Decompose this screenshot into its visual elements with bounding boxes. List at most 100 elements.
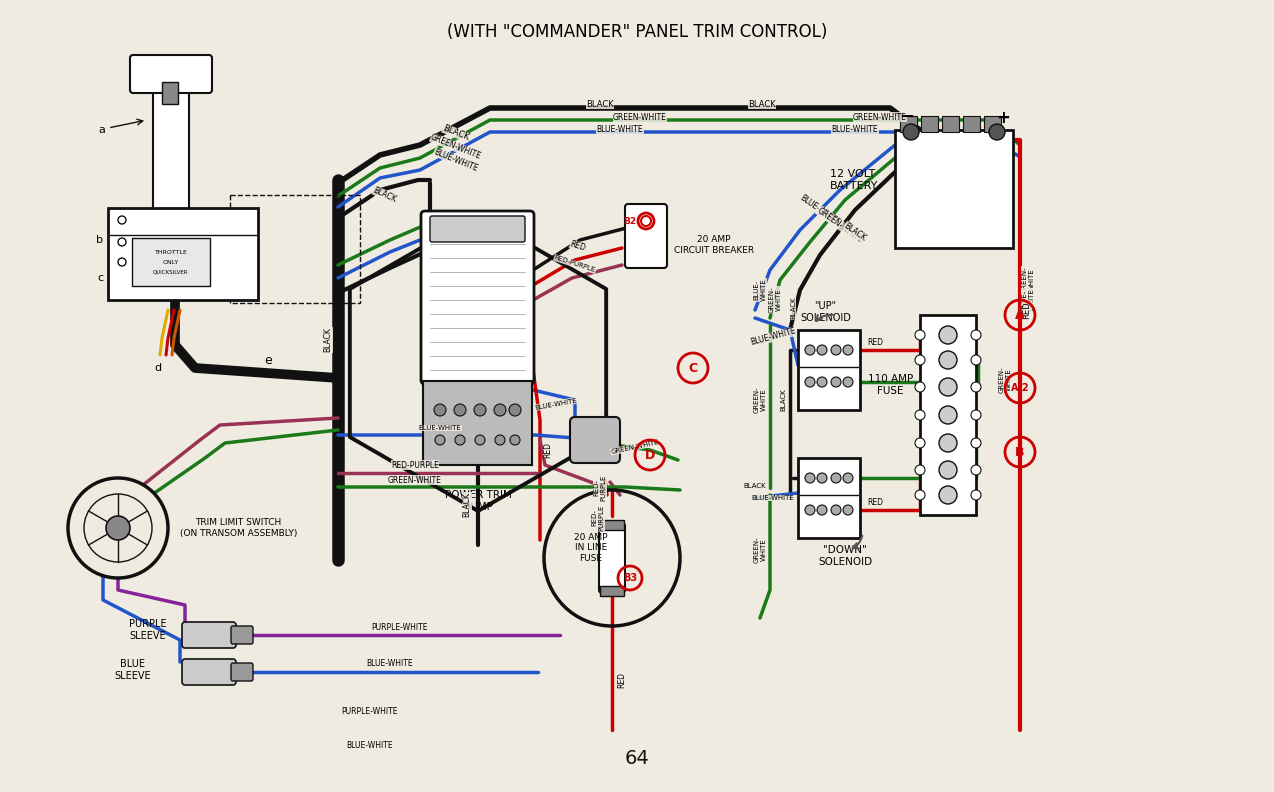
Circle shape <box>843 473 854 483</box>
Circle shape <box>971 330 981 340</box>
Circle shape <box>510 404 521 416</box>
Text: BLUE-WHITE: BLUE-WHITE <box>534 398 577 411</box>
Bar <box>600 520 624 530</box>
Circle shape <box>971 382 981 392</box>
Circle shape <box>831 345 841 355</box>
Text: RED: RED <box>618 672 627 688</box>
Text: QUICKSILVER: QUICKSILVER <box>153 269 189 275</box>
Text: B2: B2 <box>623 216 637 226</box>
Bar <box>896 130 1013 248</box>
Circle shape <box>510 435 520 445</box>
Circle shape <box>915 330 925 340</box>
Text: BLACK: BLACK <box>780 389 786 411</box>
Text: A: A <box>1015 309 1024 322</box>
Circle shape <box>118 238 126 246</box>
Text: +: + <box>996 109 1010 127</box>
Circle shape <box>843 377 854 387</box>
Text: RED-
PURPLE: RED- PURPLE <box>591 505 604 531</box>
Circle shape <box>118 216 126 224</box>
Circle shape <box>496 435 505 445</box>
Bar <box>132 238 210 286</box>
Circle shape <box>817 377 827 387</box>
Text: RED: RED <box>569 239 587 253</box>
Bar <box>798 330 860 410</box>
Bar <box>963 116 980 132</box>
Circle shape <box>475 435 485 445</box>
Circle shape <box>939 326 957 344</box>
Circle shape <box>843 345 854 355</box>
Text: BLUE-
WHITE: BLUE- WHITE <box>753 279 767 302</box>
FancyBboxPatch shape <box>182 659 236 685</box>
Text: BLACK: BLACK <box>842 221 868 243</box>
Text: BLACK: BLACK <box>372 185 399 204</box>
Text: BLACK: BLACK <box>748 100 776 109</box>
Circle shape <box>831 473 841 483</box>
Text: BLACK: BLACK <box>324 328 333 352</box>
Text: GREEN-WHITE: GREEN-WHITE <box>613 112 666 121</box>
Text: GREEN-WHITE: GREEN-WHITE <box>815 206 865 244</box>
FancyBboxPatch shape <box>569 417 620 463</box>
Text: PURPLE-WHITE: PURPLE-WHITE <box>372 623 428 631</box>
Bar <box>899 116 917 132</box>
Circle shape <box>915 355 925 365</box>
Text: BLUE-WHITE: BLUE-WHITE <box>367 660 413 668</box>
Text: RED: RED <box>868 337 883 347</box>
Text: RED: RED <box>544 442 553 458</box>
Circle shape <box>903 124 919 140</box>
Text: 20 AMP
IN LINE
FUSE: 20 AMP IN LINE FUSE <box>575 533 608 563</box>
Text: BLUE-WHITE: BLUE-WHITE <box>596 124 643 134</box>
Text: BLUE-WHITE: BLUE-WHITE <box>799 193 842 227</box>
Text: GREEN-WHITE: GREEN-WHITE <box>429 133 483 162</box>
Text: GREEN-
WHITE: GREEN- WHITE <box>999 367 1012 394</box>
Text: RED: RED <box>868 497 883 507</box>
Bar <box>921 116 938 132</box>
Text: BLUE-WHITE: BLUE-WHITE <box>419 425 461 431</box>
FancyBboxPatch shape <box>423 381 533 465</box>
Text: BLACK: BLACK <box>586 100 614 109</box>
Text: GREEN-
WHITE: GREEN- WHITE <box>753 537 767 563</box>
Circle shape <box>831 377 841 387</box>
Circle shape <box>915 438 925 448</box>
Text: b: b <box>97 235 103 245</box>
Circle shape <box>474 404 485 416</box>
FancyBboxPatch shape <box>130 55 211 93</box>
Text: ONLY: ONLY <box>163 260 180 265</box>
Text: PURPLE-WHITE: PURPLE-WHITE <box>341 707 399 717</box>
Text: GREEN-WHITE: GREEN-WHITE <box>389 475 442 485</box>
Circle shape <box>915 465 925 475</box>
Circle shape <box>939 378 957 396</box>
Circle shape <box>817 473 827 483</box>
Text: PURPLE
SLEEVE: PURPLE SLEEVE <box>129 619 167 641</box>
Circle shape <box>805 377 815 387</box>
Circle shape <box>843 505 854 515</box>
FancyBboxPatch shape <box>182 622 236 648</box>
Text: BLACK: BLACK <box>744 483 767 489</box>
Text: A 2: A 2 <box>1012 383 1029 393</box>
Text: GREEN-
WHITE: GREEN- WHITE <box>768 287 781 314</box>
Circle shape <box>454 404 466 416</box>
Text: "UP"
SOLENOID: "UP" SOLENOID <box>800 301 851 323</box>
Circle shape <box>971 410 981 420</box>
Circle shape <box>831 505 841 515</box>
Circle shape <box>494 404 506 416</box>
Text: "DOWN"
SOLENOID: "DOWN" SOLENOID <box>818 545 873 567</box>
Text: BLUE-WHITE: BLUE-WHITE <box>347 741 394 749</box>
Circle shape <box>455 435 465 445</box>
Circle shape <box>971 465 981 475</box>
Text: C: C <box>688 361 698 375</box>
FancyBboxPatch shape <box>431 216 525 242</box>
Text: D: D <box>645 448 655 462</box>
Text: BLACK: BLACK <box>442 124 470 143</box>
Text: 20 AMP
CIRCUIT BREAKER: 20 AMP CIRCUIT BREAKER <box>674 235 754 255</box>
Text: RED-PURPLE: RED-PURPLE <box>553 254 596 273</box>
Circle shape <box>915 410 925 420</box>
Text: BLUE-WHITE: BLUE-WHITE <box>749 326 796 348</box>
Circle shape <box>915 490 925 500</box>
Text: BLACK: BLACK <box>790 297 796 319</box>
Text: BLUE-WHITE: BLUE-WHITE <box>433 147 479 173</box>
Circle shape <box>971 490 981 500</box>
Text: GREEN-WHITE: GREEN-WHITE <box>610 439 660 455</box>
Text: −: − <box>899 108 915 126</box>
Circle shape <box>118 258 126 266</box>
Circle shape <box>939 486 957 504</box>
